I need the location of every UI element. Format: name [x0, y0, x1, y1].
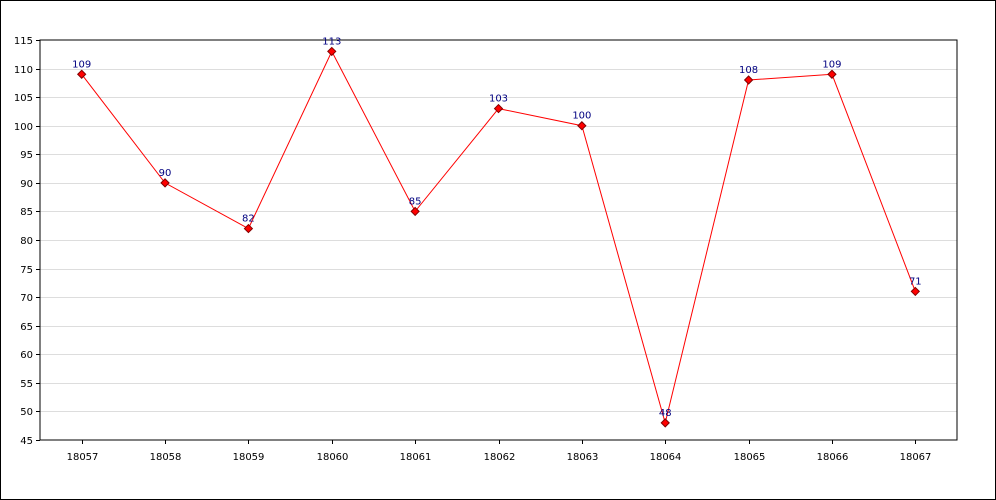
y-tick-label: 75	[20, 265, 33, 276]
data-label: 109	[822, 59, 841, 70]
data-label: 85	[409, 196, 422, 207]
x-tick-label: 18061	[400, 452, 432, 463]
data-point	[743, 75, 754, 85]
data-label: 100	[572, 111, 591, 122]
data-point	[910, 286, 921, 297]
x-tick-label: 18060	[317, 452, 349, 463]
y-axis: 45 50 55 60 65 70 75 80 85 90 95 100 105 110 115	[14, 36, 40, 447]
data-label: 109	[72, 59, 91, 70]
y-tick-label: 105	[14, 93, 33, 104]
data-point	[827, 69, 837, 79]
grid-lines	[40, 69, 957, 412]
y-tick-label: 95	[20, 150, 33, 161]
data-label: 113	[322, 36, 341, 47]
data-point	[243, 223, 254, 234]
data-point	[577, 121, 587, 131]
x-tick-label: 18057	[67, 452, 99, 463]
x-tick-label: 18067	[900, 452, 932, 463]
x-tick-label: 18066	[817, 452, 849, 463]
data-points	[76, 46, 921, 428]
data-point	[410, 206, 420, 217]
data-point	[660, 418, 670, 428]
y-tick-label: 110	[14, 65, 33, 76]
y-tick-label: 55	[20, 379, 33, 390]
data-label: 82	[242, 214, 255, 225]
y-tick-label: 85	[20, 207, 33, 218]
data-point	[327, 46, 337, 57]
y-tick-label: 65	[20, 322, 33, 333]
y-tick-label: 50	[20, 407, 33, 418]
y-tick-label: 90	[20, 179, 33, 190]
x-tick-label: 18064	[650, 452, 682, 463]
data-label: 90	[159, 168, 172, 179]
data-label: 71	[909, 276, 922, 287]
data-point	[160, 178, 170, 188]
x-axis: 18057 18058 18059 18060 18061 18062 18063 18064…	[67, 440, 932, 463]
y-tick-label: 70	[20, 293, 33, 304]
x-tick-label: 18062	[484, 452, 516, 463]
data-label: 108	[739, 65, 758, 76]
y-tick-label: 100	[14, 122, 33, 133]
data-point	[76, 69, 87, 79]
y-tick-label: 45	[20, 436, 33, 447]
y-tick-label: 60	[20, 350, 33, 361]
data-label: 103	[489, 94, 508, 105]
data-labels: 109 90 82 113 85 103 100 48 108 109 71	[72, 36, 922, 418]
x-tick-label: 18063	[567, 452, 599, 463]
x-tick-label: 18059	[233, 452, 265, 463]
y-tick-label: 80	[20, 236, 33, 247]
y-tick-label: 115	[14, 36, 33, 47]
x-tick-label: 18058	[150, 452, 182, 463]
data-point	[493, 103, 504, 114]
data-label: 48	[659, 408, 672, 419]
x-tick-label: 18065	[734, 452, 766, 463]
